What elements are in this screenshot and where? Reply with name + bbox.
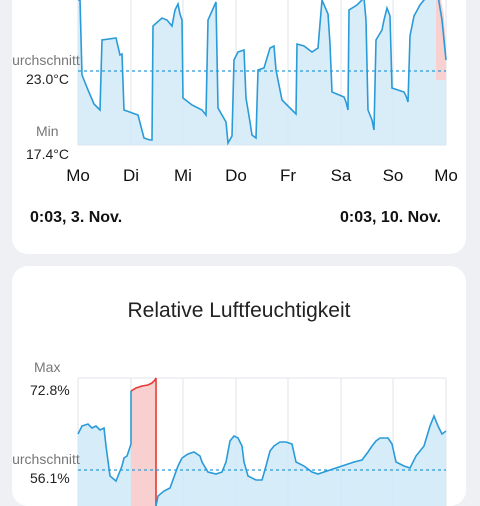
temperature-card: Durchschnitt 23.0°C Min 17.4°C Mo Di Mi … [12, 0, 466, 254]
temperature-avg-label: Durchschnitt [12, 52, 80, 68]
day-label: So [382, 166, 404, 185]
range-start-date: 0:03, 3. Nov. [30, 209, 123, 226]
temperature-min-value: 17.4°C [26, 146, 69, 162]
temperature-min-label: Min [36, 123, 59, 139]
humidity-card-title: Relative Luftfeuchtigkeit [127, 299, 351, 322]
temperature-avg-value: 23.0°C [26, 71, 69, 87]
range-end-date: 0:03, 10. Nov. [340, 209, 442, 226]
temperature-chart [77, 0, 447, 146]
day-label: Fr [279, 166, 297, 185]
day-label: Mo [66, 166, 90, 185]
day-label: Di [122, 166, 140, 185]
humidity-max-label: Max [34, 359, 61, 375]
humidity-max-value: 72.8% [30, 382, 70, 398]
day-label: Do [225, 166, 247, 185]
day-label: Mo [434, 166, 458, 185]
day-label: Mi [174, 166, 192, 185]
humidity-card: Relative Luftfeuchtigkeit Max 72.8% Durc… [12, 266, 466, 506]
humidity-chart [77, 377, 447, 506]
humidity-avg-value: 56.1% [30, 470, 70, 486]
day-label: Sa [330, 166, 352, 185]
humidity-avg-label: Durchschnitt [12, 451, 80, 467]
